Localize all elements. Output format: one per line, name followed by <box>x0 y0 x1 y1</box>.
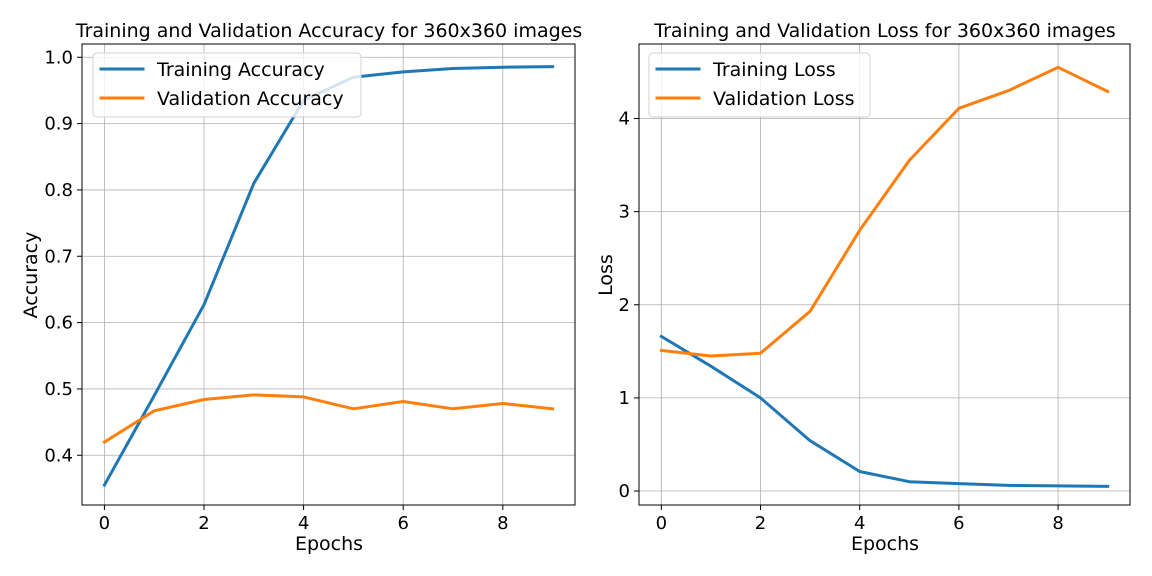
accuracy-y-tick-label: 0.6 <box>44 313 73 334</box>
accuracy-x-tick-label: 0 <box>99 513 110 534</box>
series-line-training-loss <box>659 334 1110 488</box>
loss-y-axis-label: Loss <box>595 254 617 296</box>
legend-label-training-accuracy: Training Accuracy <box>156 59 325 81</box>
accuracy-x-tick-label: 6 <box>397 513 408 534</box>
loss-series <box>659 65 1110 488</box>
loss-y-tick-label: 3 <box>619 202 630 223</box>
accuracy-legend: Training Accuracy Validation Accuracy <box>92 52 362 118</box>
loss-chart: Training and Validation Loss for 360x360… <box>595 20 1131 555</box>
accuracy-y-tick-label: 0.9 <box>44 114 73 135</box>
loss-plot-frame <box>638 43 1131 506</box>
accuracy-y-tick-label: 0.7 <box>44 246 73 267</box>
loss-chart-title: Training and Validation Loss for 360x360… <box>653 20 1115 42</box>
loss-legend-box <box>648 52 871 118</box>
series-line-validation-loss <box>659 65 1110 358</box>
accuracy-y-tick-label: 0.5 <box>44 379 73 400</box>
accuracy-plot-frame <box>81 43 576 506</box>
loss-y-tick-label: 2 <box>619 295 630 316</box>
accuracy-ticks: 0 2 4 6 8 0.4 0.5 0.6 0.7 0.8 0.9 1.0 <box>44 47 508 534</box>
legend-label-training-loss: Training Loss <box>712 59 836 81</box>
accuracy-x-axis-label: Epochs <box>295 533 363 555</box>
loss-x-tick-label: 8 <box>1052 513 1063 534</box>
accuracy-x-tick-label: 2 <box>198 513 209 534</box>
accuracy-x-tick-label: 4 <box>298 513 309 534</box>
loss-y-tick-label: 0 <box>619 481 630 502</box>
loss-y-tick-label: 1 <box>619 388 630 409</box>
loss-grid <box>639 44 1130 505</box>
loss-x-tick-label: 2 <box>755 513 766 534</box>
accuracy-y-tick-label: 0.8 <box>44 180 73 201</box>
loss-x-tick-label: 0 <box>656 513 667 534</box>
accuracy-y-tick-label: 1.0 <box>44 47 73 68</box>
accuracy-legend-box <box>92 52 362 118</box>
loss-y-tick-label: 4 <box>619 109 630 130</box>
accuracy-y-tick-label: 0.4 <box>44 445 73 466</box>
legend-label-validation-accuracy: Validation Accuracy <box>157 88 344 110</box>
loss-x-axis-label: Epochs <box>851 533 919 555</box>
accuracy-x-tick-label: 8 <box>497 513 508 534</box>
loss-ticks: 0 2 4 6 8 0 1 2 3 4 <box>619 109 1064 534</box>
accuracy-series <box>102 65 555 488</box>
accuracy-chart: Training and Validation Accuracy for 360… <box>20 20 582 555</box>
legend-label-validation-loss: Validation Loss <box>713 88 855 110</box>
loss-x-tick-label: 4 <box>854 513 865 534</box>
loss-x-tick-label: 6 <box>953 513 964 534</box>
loss-legend: Training Loss Validation Loss <box>648 52 871 118</box>
series-line-validation-accuracy <box>102 393 555 445</box>
series-line-training-accuracy <box>102 65 555 488</box>
accuracy-chart-title: Training and Validation Accuracy for 360… <box>75 20 583 42</box>
accuracy-y-axis-label: Accuracy <box>20 232 42 319</box>
